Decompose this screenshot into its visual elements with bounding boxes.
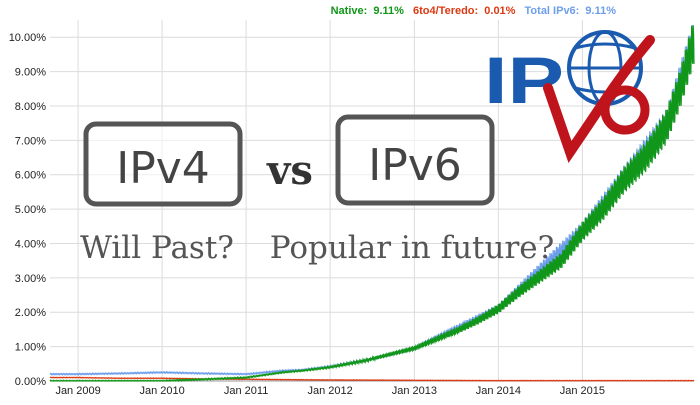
x-tick-label: Jan 2009 (55, 385, 100, 397)
series-line-6to4-teredo (49, 376, 695, 382)
x-axis-ticks: Jan 2009 Jan 2010 Jan 2011 Jan 2012 Jan 2013… (55, 385, 605, 397)
legend-native-value: 9.11% (373, 5, 404, 17)
legend-total: Total IPv6: 9.11% (522, 5, 616, 17)
overlay-illustration: IPv4 vs IPv6 Will Past? Popular in futur… (80, 30, 655, 266)
ipv4-box (83, 121, 243, 207)
series-line-native (49, 25, 695, 383)
legend-teredo-label: 6to4/Teredo: (413, 5, 479, 17)
series-lines (49, 24, 695, 383)
x-tick-label: Jan 2013 (392, 385, 437, 397)
caption-left: Will Past? (80, 230, 234, 266)
ipv4-box-text: IPv4 (116, 143, 210, 194)
y-tick-label: 10.00% (9, 32, 47, 44)
y-tick-label: 9.00% (15, 67, 46, 79)
y-tick-label: 3.00% (15, 273, 46, 285)
chart-legend: Native: 9.11% 6to4/Teredo: 0.01% Total I… (325, 5, 616, 17)
y-tick-label: 1.00% (15, 342, 46, 354)
legend-native-label: Native: (330, 5, 368, 17)
x-tick-label: Jan 2014 (476, 385, 521, 397)
x-tick-label: Jan 2011 (224, 385, 268, 397)
legend-teredo: 6to4/Teredo: 0.01% (410, 5, 519, 17)
x-tick-label: Jan 2010 (139, 385, 184, 397)
y-tick-label: 2.00% (15, 307, 46, 319)
x-tick-label: Jan 2015 (560, 385, 605, 397)
ipv6-box (335, 114, 495, 206)
ipv6-box-text: IPv6 (368, 140, 462, 191)
y-tick-label: 7.00% (15, 135, 46, 147)
legend-teredo-value: 0.01% (484, 5, 516, 17)
legend-total-value: 9.11% (585, 5, 616, 17)
legend-native: Native: 9.11% (328, 5, 407, 17)
y-axis-ticks: 0.00% 1.00% 2.00% 3.00% 4.00% 5.00% 6.00% 7.00%… (9, 32, 47, 388)
logo-six-loop (600, 85, 650, 135)
vs-text: vs (266, 147, 313, 194)
caption-right: Popular in future? (270, 230, 555, 266)
y-tick-label: 4.00% (15, 238, 46, 250)
y-tick-label: 6.00% (15, 170, 46, 182)
ipv6-logo: IP (484, 30, 655, 164)
y-tick-label: 0.00% (15, 376, 46, 388)
legend-total-label: Total IPv6: (524, 5, 580, 17)
y-tick-label: 5.00% (15, 204, 46, 216)
x-tick-label: Jan 2012 (307, 385, 352, 397)
y-tick-label: 8.00% (15, 101, 46, 113)
